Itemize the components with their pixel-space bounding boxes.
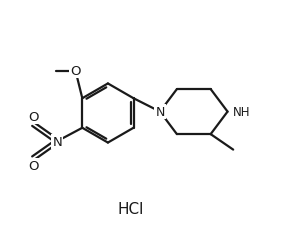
Text: HCl: HCl (117, 201, 144, 216)
Text: NH: NH (233, 106, 250, 118)
Text: N: N (155, 106, 165, 118)
Text: O: O (28, 160, 38, 173)
Text: O: O (70, 65, 81, 78)
Text: N: N (52, 135, 62, 148)
Text: O: O (28, 110, 38, 123)
